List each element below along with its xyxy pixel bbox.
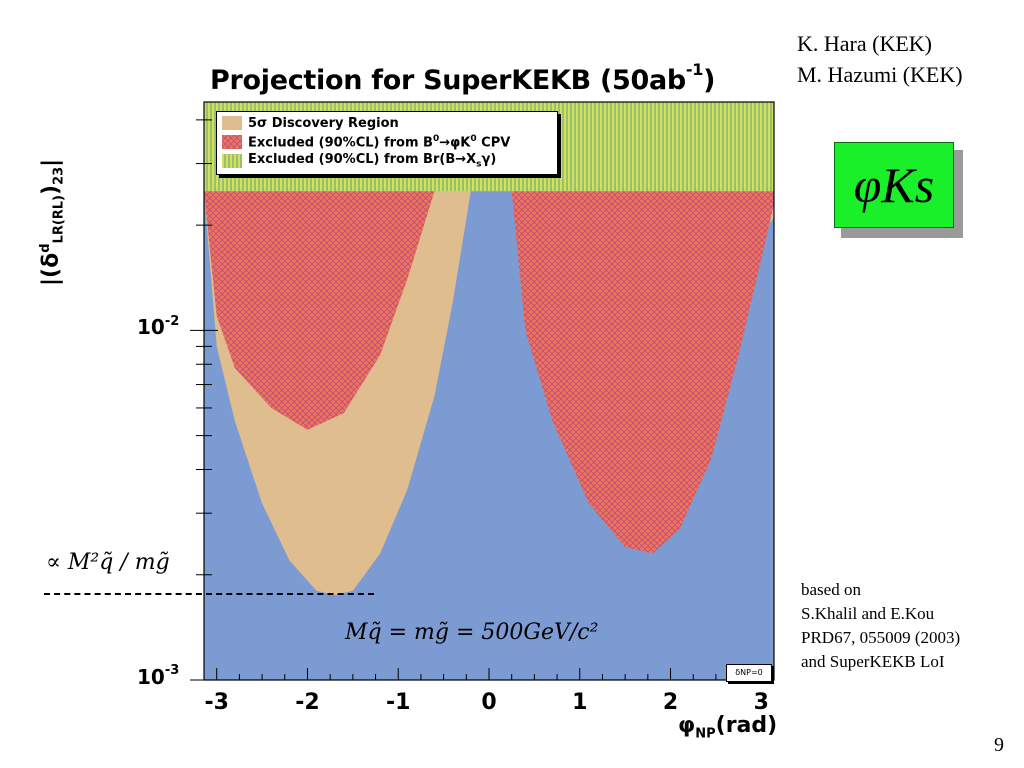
leg2-mid: X: [466, 152, 477, 168]
legend-label-cpv: Excluded (90%CL) from B0→φK0 CPV: [248, 134, 510, 150]
x-tick-label: 3: [753, 690, 769, 715]
y-tick-exp: -2: [164, 313, 180, 329]
leg1-sup1: 0: [432, 133, 440, 144]
y-tick-base: 10: [137, 315, 165, 340]
author-1: K. Hara (KEK): [797, 31, 932, 56]
leg1-pre: Excluded (90%CL) from B: [248, 135, 433, 151]
title-main: Projection for SuperKEKB (50ab: [210, 65, 686, 96]
x-tick-label: -1: [386, 690, 411, 715]
based-on-line-4: and SuperKEKB LoI: [801, 652, 945, 671]
leg0-sigma: σ: [257, 115, 268, 131]
authors: K. Hara (KEK) M. Hazumi (KEK): [797, 28, 963, 90]
xlabel-main: φ: [678, 713, 696, 738]
y-tick-exp: -3: [164, 663, 180, 679]
legend-swatch-br: [222, 154, 242, 168]
x-tick-label: -3: [204, 690, 229, 715]
legend-label-br: Excluded (90%CL) from Br(B→Xsγ): [248, 152, 496, 170]
legend-entry-discovery: 5σ Discovery Region: [222, 115, 399, 131]
author-2: M. Hazumi (KEK): [797, 62, 963, 87]
dashed-reference-line: [44, 593, 374, 595]
leg2-arrow: →: [455, 152, 467, 168]
based-on-note: based on S.Khalil and E.Kou PRD67, 05500…: [801, 578, 960, 674]
title-end: ): [703, 65, 716, 96]
x-tick-label: 0: [481, 690, 497, 715]
leg1-sup2: 0: [470, 133, 477, 144]
legend-entry-br: Excluded (90%CL) from Br(B→Xsγ): [222, 152, 496, 170]
legend-swatch-cpv: [222, 135, 242, 149]
leg1-post: CPV: [476, 135, 511, 151]
legend: 5σ Discovery Region Excluded (90%CL) fro…: [216, 111, 558, 175]
x-axis-label: φNP(rad): [678, 713, 777, 741]
legend-swatch-discovery: [222, 116, 242, 130]
leg0-pre: 5: [248, 115, 258, 131]
legend-entry-cpv: Excluded (90%CL) from B0→φK0 CPV: [222, 134, 510, 150]
xlabel-unit: (rad): [715, 713, 778, 738]
leg1-arrow: →: [439, 135, 451, 151]
x-tick-label: 1: [572, 690, 588, 715]
x-tick-label: 2: [662, 690, 679, 715]
y-tick-label: 10-2: [137, 313, 180, 340]
xlabel-sub: NP: [695, 726, 716, 742]
leg2-pre: Excluded (90%CL) from Br(B: [248, 152, 456, 168]
leg2-sub: s: [476, 159, 482, 170]
based-on-line-3: PRD67, 055009 (2003): [801, 628, 961, 647]
based-on-line-2: S.Khalil and E.Kou: [801, 604, 935, 623]
page-number: 9: [994, 734, 1004, 756]
delta-np-box: δNP=0: [726, 664, 772, 682]
mass-relation-annotation: Mq̃ = mg̃ = 500GeV/c²: [345, 620, 599, 645]
y-tick-base: 10: [137, 665, 165, 689]
x-tick-label: -2: [295, 690, 320, 715]
leg1-mid: φK: [450, 135, 471, 151]
proportional-annotation: ∝ M²q̃ / mg̃: [46, 550, 170, 575]
chart-title: Projection for SuperKEKB (50ab-1): [210, 60, 716, 96]
title-sup: -1: [685, 60, 704, 79]
based-on-line-1: based on: [801, 580, 861, 599]
y-tick-label: 10-3: [137, 663, 180, 689]
leg2-post: γ): [481, 152, 497, 168]
leg0-post: Discovery Region: [267, 115, 399, 131]
legend-label-discovery: 5σ Discovery Region: [248, 116, 399, 131]
excluded-cpv-right: [511, 102, 774, 554]
phi-ks-badge: φKs: [834, 142, 954, 228]
